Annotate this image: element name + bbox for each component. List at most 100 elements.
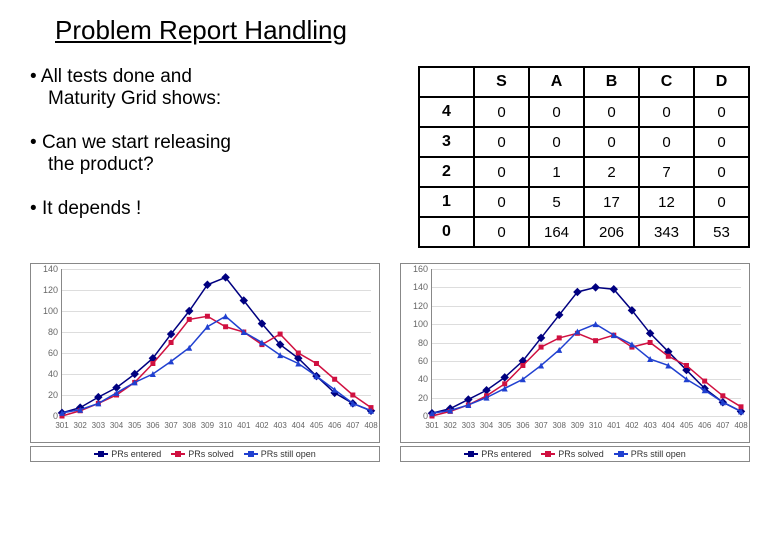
legend-item: PRs still open [614, 449, 686, 459]
y-tick: 20 [34, 390, 58, 400]
y-tick: 40 [34, 369, 58, 379]
y-tick: 60 [34, 348, 58, 358]
x-tick: 408 [364, 421, 377, 430]
legend-marker-icon [171, 453, 185, 455]
legend-item: PRs entered [464, 449, 531, 459]
y-tick: 40 [404, 374, 428, 384]
cell: 0 [694, 97, 749, 127]
x-tick: 405 [310, 421, 323, 430]
y-tick: 20 [404, 393, 428, 403]
x-tick: 402 [625, 421, 638, 430]
cell: 164 [529, 217, 584, 247]
cell: 0 [639, 97, 694, 127]
chart-box-2: 0204060801001201401603013023033043053063… [400, 263, 750, 443]
x-tick: 404 [292, 421, 305, 430]
legend-2: PRs entered PRs solved PRs still open [400, 446, 750, 462]
y-tick: 0 [404, 411, 428, 421]
x-tick: 405 [680, 421, 693, 430]
chart-right: 0204060801001201401603013023033043053063… [400, 263, 750, 462]
chart-box-1: 0204060801001201403013023033043053063073… [30, 263, 380, 443]
col-header: S [474, 67, 529, 97]
bullet-3: It depends ! [30, 198, 388, 220]
x-tick: 403 [273, 421, 286, 430]
x-tick: 310 [589, 421, 602, 430]
row-header: 4 [419, 97, 474, 127]
y-tick: 80 [34, 327, 58, 337]
cell: 0 [694, 127, 749, 157]
legend-marker-icon [614, 453, 628, 455]
x-tick: 308 [183, 421, 196, 430]
legend-label: PRs still open [631, 449, 686, 459]
cell: 0 [474, 97, 529, 127]
cell: 0 [529, 97, 584, 127]
x-tick: 309 [201, 421, 214, 430]
cell: 1 [529, 157, 584, 187]
row-header: 3 [419, 127, 474, 157]
y-tick: 160 [404, 264, 428, 274]
cell: 0 [529, 127, 584, 157]
legend-marker-icon [94, 453, 108, 455]
x-tick: 303 [92, 421, 105, 430]
legend-label: PRs entered [111, 449, 161, 459]
cell: 206 [584, 217, 639, 247]
cell: 53 [694, 217, 749, 247]
charts-row: 0 20 40 60 80 100 120 140 301 302 303 304 305 306 307 3… [30, 263, 750, 462]
y-tick: 60 [404, 356, 428, 366]
legend-1: PRs entered PRs solved PRs still open [30, 446, 380, 462]
legend-marker-icon [541, 453, 555, 455]
x-tick: 304 [480, 421, 493, 430]
x-tick: 309 [571, 421, 584, 430]
x-tick: 304 [110, 421, 123, 430]
x-tick: 301 [425, 421, 438, 430]
x-tick: 302 [73, 421, 86, 430]
col-header: B [584, 67, 639, 97]
y-tick: 120 [404, 301, 428, 311]
top-section: All tests done and Maturity Grid shows: … [30, 66, 750, 248]
bullet-2: Can we start releasing the product? [30, 132, 388, 176]
x-tick: 407 [716, 421, 729, 430]
col-header: D [694, 67, 749, 97]
x-tick: 301 [55, 421, 68, 430]
cell: 12 [639, 187, 694, 217]
x-tick: 307 [164, 421, 177, 430]
x-tick: 306 [516, 421, 529, 430]
y-tick: 120 [34, 285, 58, 295]
row-header: 2 [419, 157, 474, 187]
cell: 0 [584, 127, 639, 157]
x-tick: 401 [237, 421, 250, 430]
cell: 0 [474, 157, 529, 187]
col-header: A [529, 67, 584, 97]
x-tick: 305 [128, 421, 141, 430]
x-tick: 407 [346, 421, 359, 430]
cell: 5 [529, 187, 584, 217]
cell: 7 [639, 157, 694, 187]
cell: 17 [584, 187, 639, 217]
legend-label: PRs entered [481, 449, 531, 459]
x-tick: 307 [534, 421, 547, 430]
cell: 0 [694, 187, 749, 217]
y-tick: 140 [404, 282, 428, 292]
row-header: 0 [419, 217, 474, 247]
legend-item: PRs solved [171, 449, 234, 459]
x-tick: 408 [734, 421, 747, 430]
x-tick: 401 [607, 421, 620, 430]
x-tick: 310 [219, 421, 232, 430]
x-tick: 406 [328, 421, 341, 430]
x-tick: 404 [662, 421, 675, 430]
cell: 0 [694, 157, 749, 187]
cell: 0 [584, 97, 639, 127]
legend-label: PRs solved [558, 449, 604, 459]
x-tick: 305 [498, 421, 511, 430]
bullet-1: All tests done and Maturity Grid shows: [30, 66, 388, 110]
maturity-grid-table: S A B C D 4 0 0 0 0 0 3 0 0 0 0 0 2 0 1 … [418, 66, 750, 248]
bullet-list: All tests done and Maturity Grid shows: … [30, 66, 388, 248]
chart-left: 0204060801001201403013023033043053063073… [30, 263, 380, 462]
y-tick: 100 [34, 306, 58, 316]
cell: 0 [474, 127, 529, 157]
cell: 2 [584, 157, 639, 187]
legend-item: PRs solved [541, 449, 604, 459]
x-tick: 303 [462, 421, 475, 430]
row-header: 1 [419, 187, 474, 217]
legend-label: PRs still open [261, 449, 316, 459]
legend-item: PRs still open [244, 449, 316, 459]
